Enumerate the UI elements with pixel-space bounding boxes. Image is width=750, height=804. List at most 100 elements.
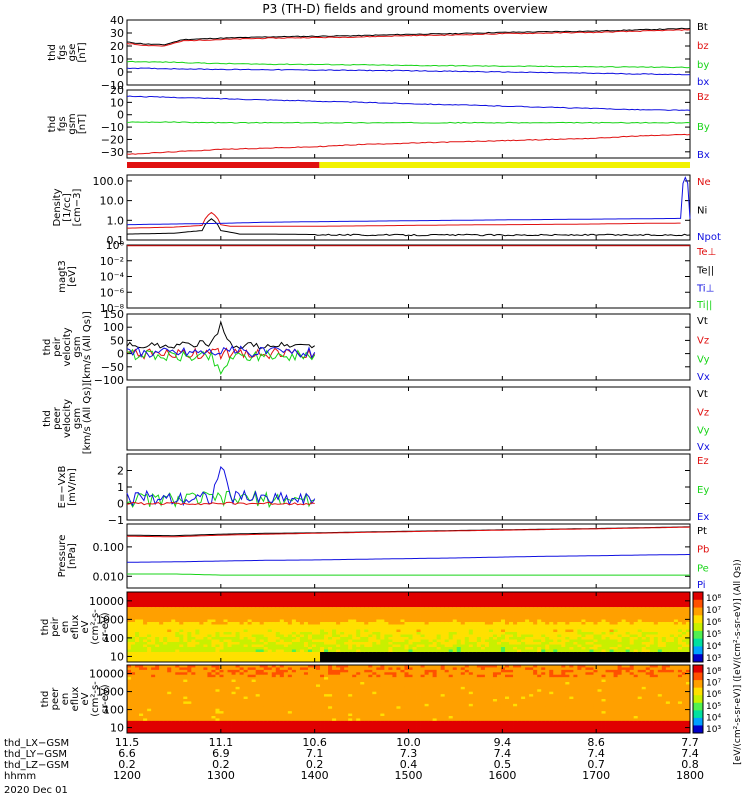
series-Ni [127, 219, 690, 236]
x-tick-label: 1700 [582, 769, 610, 782]
colorbar-tick: 10⁶ [706, 690, 721, 700]
panel-frame [127, 90, 690, 158]
legend-Vy: Vy [697, 355, 710, 366]
y-tick-label: 10 [110, 96, 124, 109]
y-tick-label: 10000 [89, 595, 124, 608]
series-Ex [127, 467, 315, 505]
mode-bar-segment [319, 162, 690, 168]
date-label: 2020 Dec 01 [4, 785, 68, 796]
mode-bar-segment [127, 162, 319, 168]
colorbar-tick: 10⁷ [706, 606, 721, 616]
legend-Pe: Pe [697, 563, 709, 574]
legend-Pb: Pb [697, 545, 709, 556]
y-tick-label: 10⁻⁴ [100, 271, 125, 284]
legend-Ti⊥: Ti⊥ [696, 284, 714, 295]
legend-By: By [697, 122, 710, 133]
x-row-label: thd_LX−GSM [4, 738, 69, 749]
colorbar-tick: 10⁶ [706, 618, 721, 628]
y-tick-label: 20 [110, 40, 124, 53]
series-bx [127, 68, 690, 75]
x-tick-label: 1400 [301, 769, 329, 782]
legend-Ex: Ex [697, 512, 709, 523]
x-tick-label: 1300 [207, 769, 235, 782]
series-Bt [127, 28, 690, 45]
y-tick-label: −1 [108, 514, 124, 527]
y-tick-label: −30 [101, 146, 124, 159]
y-tick-label: 150 [103, 308, 124, 321]
legend-bz: bz [697, 41, 709, 52]
y-tick-label: 100.0 [93, 175, 125, 188]
y-tick-label: −20 [101, 133, 124, 146]
series-Pe [127, 574, 690, 575]
panel-density: 100.010.01.00.1Density[1/cc][cm−3]NeNiNp… [52, 175, 721, 247]
y-axis-label: [mV/m] [67, 468, 78, 506]
y-axis-label: [nT] [77, 42, 88, 62]
y-axis-label: [cm−3] [72, 189, 83, 227]
legend-by: by [697, 60, 709, 71]
y-tick-label: 0.100 [93, 541, 125, 554]
legend-Bx: Bx [697, 150, 710, 161]
legend-Ez: Ez [697, 456, 709, 467]
y-tick-label: 40 [110, 14, 124, 27]
y-tick-label: 0 [117, 109, 124, 122]
y-tick-label: 0 [117, 66, 124, 79]
legend-Vy: Vy [697, 426, 710, 437]
colorbar-tick: 10⁵ [706, 702, 721, 712]
y-tick-label: 10⁰ [106, 239, 125, 252]
y-axis-label: [eV] [67, 266, 78, 287]
colorbar-tick: 10⁸ [706, 667, 721, 677]
y-axis-label: [nT] [77, 114, 88, 134]
legend-Vz: Vz [697, 335, 709, 346]
legend-bx: bx [697, 77, 709, 88]
colorbar-tick: 10⁴ [706, 642, 721, 652]
y-tick-label: 1 [117, 481, 124, 494]
series-by [127, 61, 690, 67]
legend-Te⊥: Te⊥ [696, 247, 716, 258]
legend-Ni: Ni [697, 206, 707, 217]
y-tick-label: 0 [117, 498, 124, 511]
y-tick-label: −100 [94, 374, 124, 387]
x-row-label: thd_LZ−GSM [4, 760, 69, 771]
y-tick-label: 50 [110, 334, 124, 347]
series-Pi [127, 555, 690, 563]
series-Vx [127, 346, 315, 357]
panel-frame [127, 314, 690, 380]
y-tick-label: 1.0 [107, 214, 125, 227]
y-tick-label: 100 [103, 321, 124, 334]
y-axis-label: [nPa] [67, 543, 78, 569]
x-tick-label: 1800 [676, 769, 704, 782]
legend-Vx: Vx [697, 442, 710, 453]
y-tick-label: 10000 [89, 668, 124, 681]
series-bz [127, 30, 690, 46]
y-tick-label: 10⁻⁶ [100, 286, 125, 299]
legend-Npot: Npot [697, 232, 721, 243]
y-tick-label: −50 [101, 361, 124, 374]
panel-temperature: 10⁰10⁻²10⁻⁴10⁻⁶10⁻⁸magt3[eV]Te⊥Te||Ti⊥Ti… [57, 239, 716, 315]
legend-Te||: Te|| [696, 265, 714, 276]
y-tick-label: −10 [101, 121, 124, 134]
series-Vt [127, 322, 315, 349]
panel-frame [127, 454, 690, 520]
legend-Vt: Vt [697, 389, 708, 400]
y-axis-label: [km/s (All Qs)] [82, 383, 93, 455]
y-tick-label: 10.0 [100, 195, 125, 208]
y-tick-label: 10 [110, 650, 124, 663]
y-axis-label: sr-eV) [100, 684, 111, 713]
legend-Vz: Vz [697, 407, 709, 418]
panel-frame [127, 175, 690, 240]
x-tick-label: 1600 [488, 769, 516, 782]
y-tick-label: 0.010 [93, 570, 125, 583]
colorbar-label: [eV/(cm²-s-sr-eV)] ([eV/(cm²-s-sr-eV)] (… [733, 559, 743, 765]
y-tick-label: 30 [110, 27, 124, 40]
